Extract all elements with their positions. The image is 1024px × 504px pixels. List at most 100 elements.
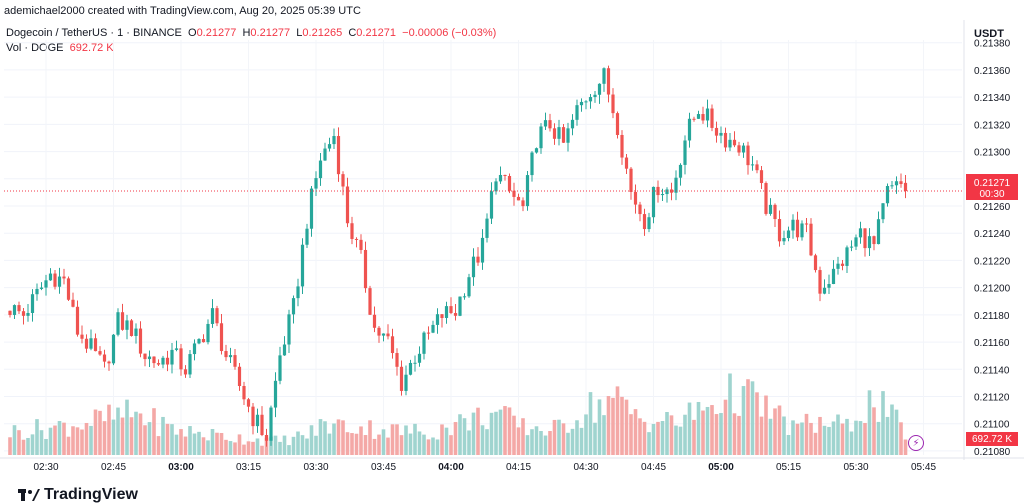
candle-body	[759, 170, 764, 184]
volume-bar	[165, 423, 170, 455]
volume-bar	[440, 424, 444, 455]
volume-bar	[84, 422, 89, 455]
candle-body	[129, 320, 134, 336]
symbol-name[interactable]: Dogecoin / TetherUS · 1 · BINANCE	[6, 27, 182, 39]
candle-body	[111, 334, 116, 364]
candle-body	[701, 114, 705, 121]
time-tick-label: 05:00	[708, 462, 734, 473]
candle-body	[260, 414, 264, 435]
time-tick-label: 02:30	[33, 462, 58, 473]
volume-bar	[768, 418, 773, 455]
candle-body	[566, 128, 570, 143]
volume-bar	[62, 422, 66, 455]
volume-bar	[710, 405, 714, 455]
candle-body	[305, 228, 309, 245]
candle-body	[732, 139, 737, 146]
candle-body	[318, 160, 323, 179]
volume-bar	[413, 423, 417, 455]
candle-body	[692, 118, 696, 120]
candle-body	[35, 288, 39, 295]
volume-bar	[764, 395, 768, 455]
candle-body	[17, 305, 21, 312]
volume-bar	[404, 425, 408, 455]
volume-bar	[678, 426, 683, 455]
candle-body	[291, 298, 296, 315]
volume-bar	[656, 421, 660, 455]
time-tick-label: 04:00	[438, 462, 464, 473]
volume-bar	[75, 427, 80, 455]
volume-bar	[777, 405, 782, 455]
volume-bars	[8, 373, 908, 455]
candle-body	[89, 338, 93, 349]
candle-body	[849, 246, 854, 248]
candle-body	[102, 354, 107, 362]
volume-bar	[98, 410, 102, 455]
candle-body	[39, 287, 44, 289]
candle-body	[408, 362, 413, 375]
candle-body	[647, 217, 651, 230]
candle-body	[777, 219, 782, 242]
candle-body	[44, 280, 48, 288]
candle-body	[606, 68, 611, 95]
candle-body	[530, 152, 534, 176]
volume-bar	[458, 414, 462, 455]
volume-bar	[39, 430, 44, 455]
volume-bar	[314, 435, 318, 455]
candle-body	[800, 223, 804, 238]
candle-body	[287, 314, 291, 345]
volume-bar	[354, 433, 359, 455]
volume-bar	[539, 430, 543, 455]
time-tick-label: 05:30	[843, 462, 868, 473]
candle-body	[215, 308, 219, 324]
lightning-icon[interactable]: ⚡	[908, 435, 924, 451]
volume-label[interactable]: Vol · DOGE	[6, 42, 64, 54]
candle-body	[611, 94, 615, 114]
candle-body	[620, 134, 624, 158]
candle-body	[534, 148, 539, 153]
volume-bar	[476, 407, 480, 455]
low-value: 0.21265	[302, 27, 343, 39]
candle-body	[894, 181, 899, 186]
candle-body	[503, 174, 507, 177]
candle-body	[660, 194, 665, 196]
volume-bar	[525, 435, 530, 455]
volume-bar	[156, 436, 161, 455]
volume-bar	[336, 419, 341, 455]
price-scale-labels: 0.21271 00:30 692.72 K	[966, 174, 1018, 446]
volume-bar	[782, 416, 786, 455]
volume-bar	[467, 430, 471, 455]
price-scale-unit[interactable]: USDT	[974, 28, 1004, 40]
volume-bar	[399, 435, 404, 455]
volume-bar	[732, 413, 737, 455]
candle-body	[723, 132, 728, 148]
volume-bar	[291, 436, 296, 455]
candle-body	[444, 306, 449, 318]
volume-bar	[714, 414, 719, 455]
volume-bar	[584, 414, 588, 455]
volume-bar	[701, 410, 705, 455]
candle-body	[872, 236, 876, 245]
candle-body	[206, 323, 210, 343]
volume-bar	[435, 439, 440, 455]
volume-bar	[840, 423, 845, 455]
candle-body	[395, 353, 399, 367]
candle-body	[602, 68, 606, 84]
candle-body	[57, 276, 62, 287]
volume-bar	[345, 432, 350, 455]
volume-bar	[867, 390, 872, 455]
candle-body	[696, 114, 701, 119]
candle-body	[863, 228, 867, 249]
volume-bar	[723, 399, 728, 455]
volume-bar	[30, 434, 35, 455]
volume-bar	[138, 413, 143, 455]
volume-bar	[120, 417, 125, 455]
volume-bar	[17, 430, 21, 455]
candle-body	[570, 119, 575, 129]
volume-bar	[408, 433, 413, 455]
volume-bar	[228, 441, 233, 455]
candle-body	[314, 178, 318, 189]
candle-body	[201, 339, 206, 343]
candle-body	[152, 356, 156, 364]
volume-bar	[116, 407, 120, 455]
